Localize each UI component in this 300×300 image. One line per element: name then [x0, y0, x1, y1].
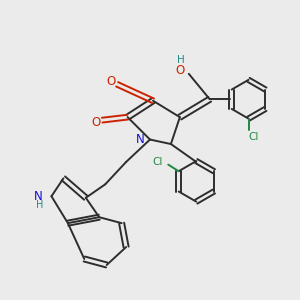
Text: O: O [106, 75, 115, 88]
Text: H: H [177, 55, 184, 65]
Text: Cl: Cl [249, 132, 259, 142]
Text: O: O [91, 116, 100, 129]
Text: H: H [36, 200, 44, 210]
Text: Cl: Cl [153, 157, 163, 166]
Text: O: O [176, 64, 185, 77]
Text: N: N [136, 133, 145, 146]
Text: N: N [34, 190, 43, 203]
